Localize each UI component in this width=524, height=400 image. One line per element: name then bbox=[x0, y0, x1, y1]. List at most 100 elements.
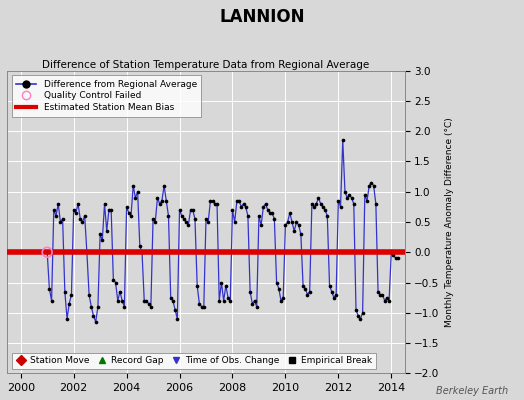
Point bbox=[112, 279, 120, 286]
Point bbox=[98, 237, 106, 243]
Point bbox=[385, 298, 394, 304]
Point bbox=[195, 300, 203, 307]
Point bbox=[334, 198, 343, 204]
Point bbox=[246, 288, 254, 295]
Point bbox=[87, 304, 95, 310]
Point bbox=[374, 288, 382, 295]
Point bbox=[231, 219, 239, 225]
Point bbox=[83, 249, 91, 256]
Point bbox=[54, 201, 62, 207]
Point bbox=[347, 194, 356, 201]
Point bbox=[237, 204, 245, 210]
Point bbox=[358, 310, 367, 316]
Point bbox=[116, 288, 124, 295]
Point bbox=[264, 207, 272, 213]
Point bbox=[352, 306, 360, 313]
Point bbox=[279, 294, 287, 301]
Point bbox=[50, 207, 58, 213]
Point bbox=[242, 204, 250, 210]
Point bbox=[292, 219, 301, 225]
Point bbox=[134, 188, 142, 195]
Title: Difference of Station Temperature Data from Regional Average: Difference of Station Temperature Data f… bbox=[42, 60, 369, 70]
Point bbox=[286, 210, 294, 216]
Point bbox=[120, 304, 128, 310]
Point bbox=[323, 213, 332, 219]
Point bbox=[297, 231, 305, 237]
Point bbox=[123, 204, 131, 210]
Point bbox=[226, 298, 234, 304]
Point bbox=[303, 292, 312, 298]
Point bbox=[107, 207, 115, 213]
Point bbox=[52, 213, 60, 219]
Point bbox=[103, 228, 111, 234]
Point bbox=[129, 182, 137, 189]
Point bbox=[272, 279, 281, 286]
Point bbox=[332, 292, 341, 298]
Point bbox=[206, 198, 215, 204]
Point bbox=[299, 282, 307, 289]
Point bbox=[70, 207, 78, 213]
Point bbox=[328, 288, 336, 295]
Point bbox=[167, 294, 175, 301]
Point bbox=[391, 255, 400, 262]
Point bbox=[160, 182, 168, 189]
Point bbox=[228, 207, 237, 213]
Point bbox=[182, 219, 190, 225]
Point bbox=[248, 300, 257, 307]
Point bbox=[147, 304, 155, 310]
Point bbox=[191, 216, 199, 222]
Point bbox=[65, 300, 73, 307]
Point bbox=[316, 201, 325, 207]
Point bbox=[275, 285, 283, 292]
Point bbox=[149, 216, 157, 222]
Point bbox=[72, 210, 80, 216]
Point bbox=[310, 204, 318, 210]
Point bbox=[341, 188, 349, 195]
Point bbox=[118, 298, 126, 304]
Point bbox=[151, 219, 159, 225]
Text: Berkeley Earth: Berkeley Earth bbox=[436, 386, 508, 396]
Point bbox=[78, 219, 86, 225]
Point bbox=[350, 201, 358, 207]
Legend: Station Move, Record Gap, Time of Obs. Change, Empirical Break: Station Move, Record Gap, Time of Obs. C… bbox=[12, 352, 376, 369]
Point bbox=[387, 249, 396, 256]
Point bbox=[138, 249, 146, 256]
Point bbox=[308, 201, 316, 207]
Point bbox=[43, 249, 51, 256]
Point bbox=[200, 304, 208, 310]
Point bbox=[354, 313, 363, 319]
Point bbox=[378, 292, 387, 298]
Point bbox=[43, 249, 51, 256]
Point bbox=[131, 194, 139, 201]
Point bbox=[294, 222, 303, 228]
Text: LANNION: LANNION bbox=[219, 8, 305, 26]
Point bbox=[47, 298, 56, 304]
Point bbox=[154, 194, 162, 201]
Point bbox=[222, 282, 230, 289]
Point bbox=[209, 198, 217, 204]
Point bbox=[176, 207, 184, 213]
Point bbox=[156, 201, 164, 207]
Point bbox=[169, 298, 177, 304]
Point bbox=[140, 298, 148, 304]
Point bbox=[389, 252, 398, 258]
Point bbox=[193, 282, 201, 289]
Point bbox=[125, 210, 133, 216]
Point bbox=[253, 304, 261, 310]
Point bbox=[339, 137, 347, 144]
Point bbox=[142, 298, 150, 304]
Point bbox=[56, 219, 64, 225]
Point bbox=[198, 304, 206, 310]
Point bbox=[100, 201, 108, 207]
Point bbox=[63, 316, 71, 322]
Point bbox=[162, 198, 170, 204]
Point bbox=[136, 243, 144, 250]
Point bbox=[171, 306, 179, 313]
Point bbox=[250, 298, 259, 304]
Point bbox=[202, 216, 210, 222]
Point bbox=[259, 204, 268, 210]
Point bbox=[85, 292, 93, 298]
Point bbox=[361, 192, 369, 198]
Point bbox=[92, 319, 100, 325]
Point bbox=[376, 292, 385, 298]
